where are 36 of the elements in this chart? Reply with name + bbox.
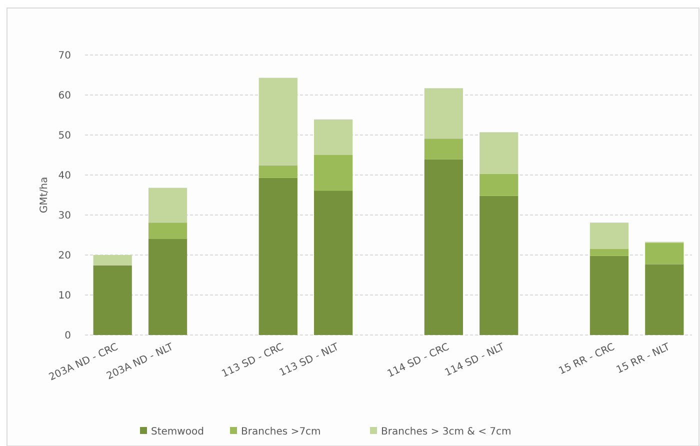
y-tick-label: 10 <box>58 290 71 302</box>
y-tick-label: 30 <box>58 210 71 222</box>
bar <box>148 222 188 239</box>
bar <box>258 165 298 178</box>
y-tick-label: 20 <box>58 250 71 262</box>
legend-label: Branches >7cm <box>241 426 321 438</box>
bar <box>93 255 132 266</box>
bar <box>645 243 684 264</box>
bar <box>480 132 518 174</box>
x-tick-label: 15 RR - CRC <box>557 342 617 378</box>
y-tick-label: 60 <box>58 90 71 102</box>
y-tick-label: 70 <box>58 50 71 62</box>
bar <box>590 222 629 249</box>
legend-label: Stemwood <box>151 426 204 438</box>
bar <box>424 159 463 335</box>
y-tick-label: 40 <box>58 170 71 182</box>
y-tick-label: 50 <box>58 130 71 142</box>
bar <box>424 88 463 139</box>
bar <box>314 155 353 191</box>
x-tick-label: 15 RR - NLT <box>614 341 672 376</box>
bar <box>258 78 298 166</box>
y-tick-label: 0 <box>64 330 71 342</box>
bar <box>314 190 353 335</box>
legend-label: Branches > 3cm & < 7cm <box>381 426 512 438</box>
bar <box>148 188 188 223</box>
bar <box>93 265 132 335</box>
bar <box>480 196 518 335</box>
bar <box>590 256 629 335</box>
bar <box>590 249 629 256</box>
bar <box>480 174 518 196</box>
bar <box>148 239 188 335</box>
bar <box>258 178 298 335</box>
bar <box>424 138 463 160</box>
bar <box>645 264 684 335</box>
y-axis-title: GMt/ha <box>39 176 50 214</box>
bar <box>314 119 353 155</box>
